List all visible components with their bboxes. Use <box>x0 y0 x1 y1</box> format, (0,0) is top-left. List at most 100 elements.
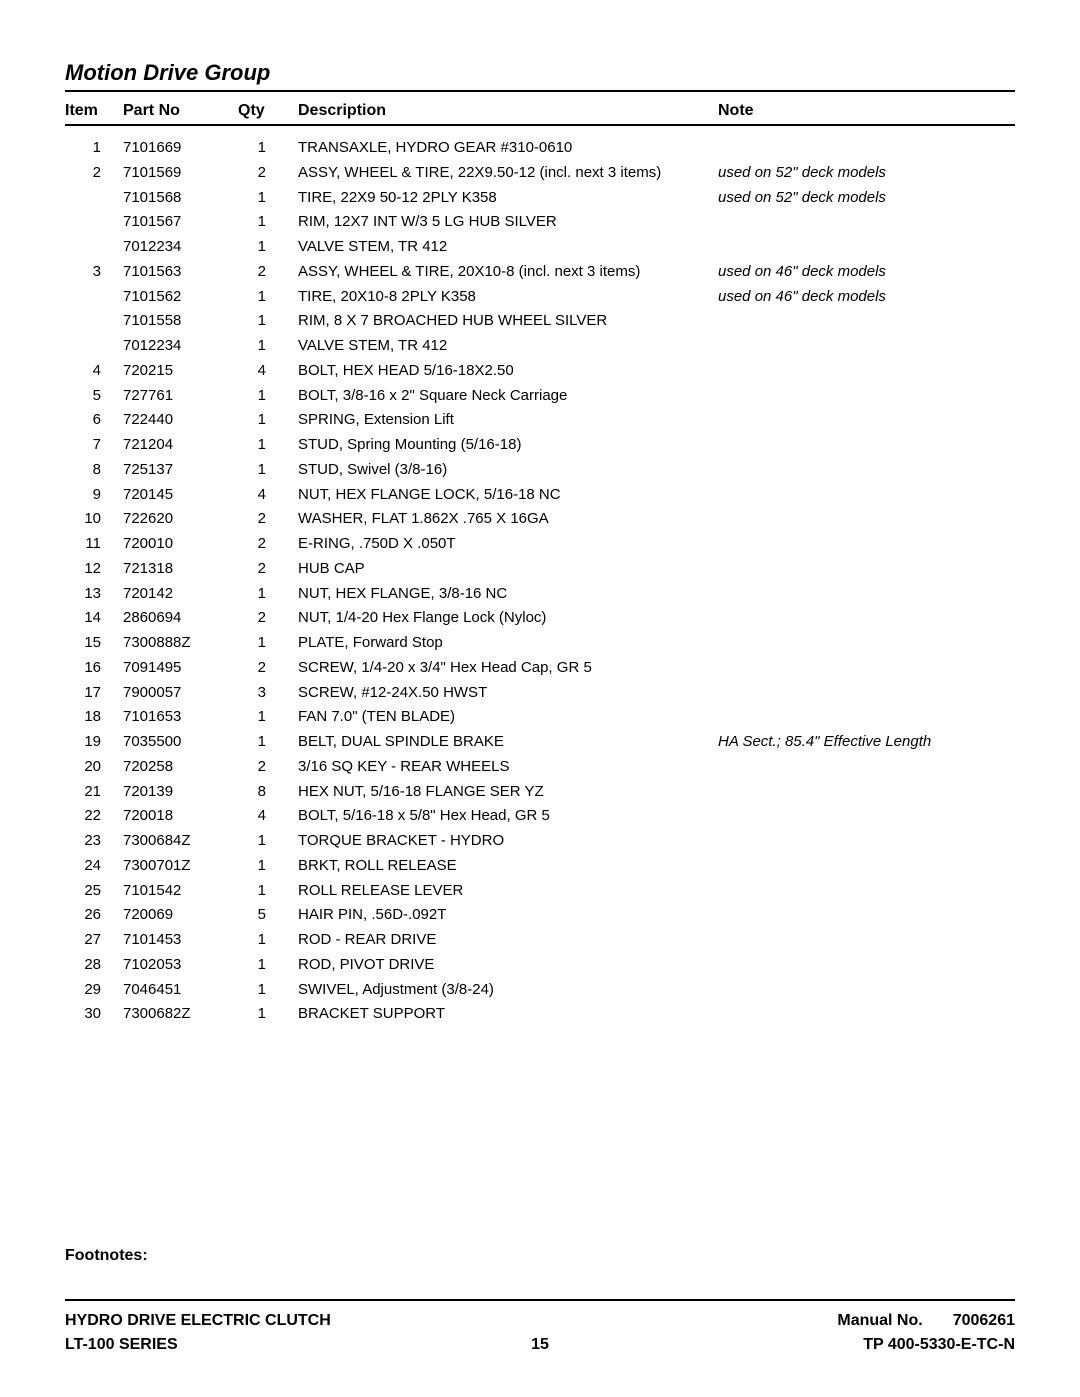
cell-partno: 7300888Z <box>123 631 238 656</box>
cell-qty: 1 <box>238 631 298 656</box>
table-header: Item Part No Qty Description Note <box>65 102 1015 126</box>
cell-description: NUT, HEX FLANGE LOCK, 5/16-18 NC <box>298 483 718 508</box>
table-row: 107226202WASHER, FLAT 1.862X .765 X 16GA <box>65 507 1015 532</box>
cell-partno: 7101562 <box>123 285 238 310</box>
cell-description: RIM, 8 X 7 BROACHED HUB WHEEL SILVER <box>298 309 718 334</box>
cell-partno: 722620 <box>123 507 238 532</box>
table-row: 87251371STUD, Swivel (3/8-16) <box>65 458 1015 483</box>
table-row: 1428606942NUT, 1/4-20 Hex Flange Lock (N… <box>65 606 1015 631</box>
cell-partno: 7046451 <box>123 978 238 1003</box>
col-header-item: Item <box>65 102 123 120</box>
cell-item: 24 <box>65 854 123 879</box>
cell-partno: 720215 <box>123 359 238 384</box>
table-row: 1670914952SCREW, 1/4-20 x 3/4" Hex Head … <box>65 656 1015 681</box>
cell-note <box>718 928 1015 953</box>
cell-note: used on 52" deck models <box>718 161 1015 186</box>
cell-item: 2 <box>65 161 123 186</box>
cell-note <box>718 705 1015 730</box>
cell-note <box>718 755 1015 780</box>
cell-qty: 1 <box>238 705 298 730</box>
table-row: 70122341VALVE STEM, TR 412 <box>65 235 1015 260</box>
cell-item: 30 <box>65 1002 123 1027</box>
table-row: 117200102E-RING, .750D X .050T <box>65 532 1015 557</box>
table-row: 2571015421ROLL RELEASE LEVER <box>65 879 1015 904</box>
table-row: 217201398HEX NUT, 5/16-18 FLANGE SER YZ <box>65 780 1015 805</box>
cell-item: 29 <box>65 978 123 1003</box>
cell-partno: 7101453 <box>123 928 238 953</box>
cell-partno: 721204 <box>123 433 238 458</box>
table-row: 1871016531FAN 7.0" (TEN BLADE) <box>65 705 1015 730</box>
cell-partno: 720069 <box>123 903 238 928</box>
table-row: 71015671RIM, 12X7 INT W/3 5 LG HUB SILVE… <box>65 210 1015 235</box>
cell-partno: 7101568 <box>123 186 238 211</box>
cell-description: STUD, Spring Mounting (5/16-18) <box>298 433 718 458</box>
col-header-note: Note <box>718 102 1015 120</box>
footer-left-1: HYDRO DRIVE ELECTRIC CLUTCH <box>65 1309 331 1333</box>
cell-item: 14 <box>65 606 123 631</box>
table-row: 57277611BOLT, 3/8-16 x 2" Square Neck Ca… <box>65 384 1015 409</box>
cell-qty: 2 <box>238 507 298 532</box>
cell-partno: 7101653 <box>123 705 238 730</box>
cell-qty: 1 <box>238 829 298 854</box>
cell-note: used on 52" deck models <box>718 186 1015 211</box>
cell-qty: 1 <box>238 582 298 607</box>
cell-qty: 4 <box>238 483 298 508</box>
cell-qty: 1 <box>238 334 298 359</box>
cell-description: FAN 7.0" (TEN BLADE) <box>298 705 718 730</box>
cell-description: NUT, HEX FLANGE, 3/8-16 NC <box>298 582 718 607</box>
cell-qty: 1 <box>238 953 298 978</box>
cell-item <box>65 186 123 211</box>
cell-item <box>65 309 123 334</box>
table-row: 2072025823/16 SQ KEY - REAR WHEELS <box>65 755 1015 780</box>
cell-item: 12 <box>65 557 123 582</box>
footer-rule <box>65 1299 1015 1301</box>
cell-item: 26 <box>65 903 123 928</box>
cell-note <box>718 359 1015 384</box>
cell-note <box>718 681 1015 706</box>
table-row: 2771014531ROD - REAR DRIVE <box>65 928 1015 953</box>
cell-partno: 7900057 <box>123 681 238 706</box>
cell-partno: 7035500 <box>123 730 238 755</box>
footer-manual-label: Manual No. <box>837 1309 922 1333</box>
cell-note <box>718 953 1015 978</box>
table-row: 1970355001BELT, DUAL SPINDLE BRAKEHA Sec… <box>65 730 1015 755</box>
cell-note <box>718 1002 1015 1027</box>
table-row: 70122341VALVE STEM, TR 412 <box>65 334 1015 359</box>
cell-description: HAIR PIN, .56D-.092T <box>298 903 718 928</box>
cell-note <box>718 458 1015 483</box>
cell-item: 13 <box>65 582 123 607</box>
cell-description: BOLT, 3/8-16 x 2" Square Neck Carriage <box>298 384 718 409</box>
cell-description: NUT, 1/4-20 Hex Flange Lock (Nyloc) <box>298 606 718 631</box>
table-row: 227200184BOLT, 5/16-18 x 5/8" Hex Head, … <box>65 804 1015 829</box>
cell-item: 18 <box>65 705 123 730</box>
cell-item: 6 <box>65 408 123 433</box>
cell-description: WASHER, FLAT 1.862X .765 X 16GA <box>298 507 718 532</box>
table-row: 127213182HUB CAP <box>65 557 1015 582</box>
cell-description: RIM, 12X7 INT W/3 5 LG HUB SILVER <box>298 210 718 235</box>
cell-note <box>718 804 1015 829</box>
cell-item: 20 <box>65 755 123 780</box>
cell-note <box>718 557 1015 582</box>
cell-description: TRANSAXLE, HYDRO GEAR #310-0610 <box>298 136 718 161</box>
cell-note <box>718 656 1015 681</box>
cell-description: PLATE, Forward Stop <box>298 631 718 656</box>
section-title: Motion Drive Group <box>65 60 1015 92</box>
cell-qty: 1 <box>238 235 298 260</box>
cell-item: 16 <box>65 656 123 681</box>
cell-description: BRKT, ROLL RELEASE <box>298 854 718 879</box>
cell-qty: 2 <box>238 606 298 631</box>
cell-qty: 1 <box>238 433 298 458</box>
table-row: 267200695HAIR PIN, .56D-.092T <box>65 903 1015 928</box>
cell-description: ROD, PIVOT DRIVE <box>298 953 718 978</box>
cell-description: BELT, DUAL SPINDLE BRAKE <box>298 730 718 755</box>
cell-item: 21 <box>65 780 123 805</box>
col-header-description: Description <box>298 102 718 120</box>
cell-qty: 1 <box>238 210 298 235</box>
cell-note: used on 46" deck models <box>718 260 1015 285</box>
cell-item <box>65 210 123 235</box>
cell-qty: 5 <box>238 903 298 928</box>
cell-partno: 7102053 <box>123 953 238 978</box>
cell-item: 9 <box>65 483 123 508</box>
cell-partno: 7101569 <box>123 161 238 186</box>
col-header-partno: Part No <box>123 102 238 120</box>
